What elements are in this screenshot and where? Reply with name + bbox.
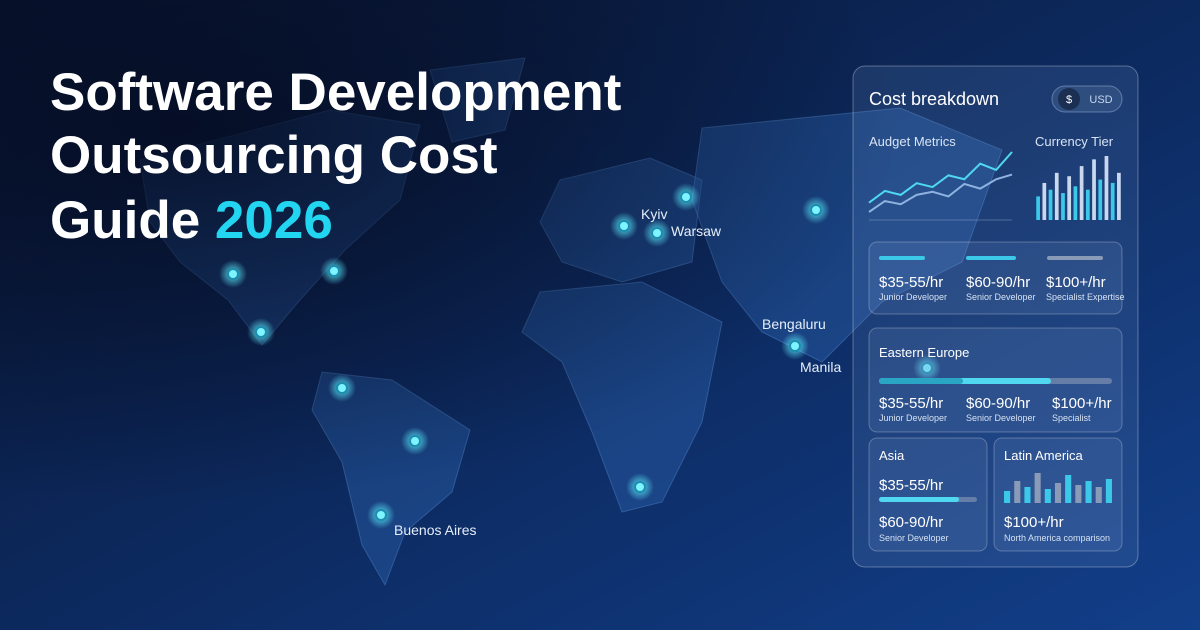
city-label: Warsaw [671,223,722,239]
bar [1042,182,1047,220]
role: Senior Developer [966,292,1036,302]
accent-bar [1047,256,1103,260]
region-title: Latin America [1004,448,1084,463]
dot [651,227,663,239]
bar [1095,487,1102,503]
dot [328,265,340,277]
role: Junior Developer [879,292,947,302]
bar [1085,189,1090,220]
bar [1014,481,1021,503]
bar [1024,487,1031,503]
city-label: Buenos Aires [394,522,477,538]
bar [1075,485,1082,503]
dot [921,362,933,374]
location-dots [219,183,941,529]
role: Specialist Expertise [1046,292,1125,302]
rate: $60-90/hr [966,395,1030,412]
metric-line [868,173,1013,213]
rate: $35-55/hr [879,477,943,494]
city-label: Bengaluru [762,316,826,332]
bar [1073,186,1078,220]
accent-bar [966,256,1016,260]
toggle-knob [1058,88,1080,110]
rate: $35-55/hr [879,274,943,291]
role: Senior Developer [879,533,949,543]
city-label: Kyiv [641,206,667,222]
dot [409,435,421,447]
progress-fill [879,378,963,384]
dot [375,509,387,521]
rate: $35-55/hr [879,395,943,412]
bar [1092,159,1096,220]
bar [1054,172,1059,220]
accent-bar [879,256,925,260]
bar [1079,166,1084,220]
title-line: Software Development [50,63,621,122]
rate: $100+/hr [1046,274,1106,291]
dot [680,191,692,203]
dot [810,204,822,216]
dot [255,326,267,338]
bar [1065,475,1072,503]
bar [1034,473,1041,503]
city-label: Manila [800,359,841,375]
rate: $60-90/hr [966,274,1030,291]
chart-label: Audget Metrics [869,134,956,149]
dot [618,220,630,232]
title-line: Outsourcing Cost [50,126,498,185]
progress-fill [879,497,959,502]
region-card [868,437,988,552]
title-line: Guide 2026 [50,191,333,250]
bar [1110,182,1115,220]
toggle-option[interactable]: $ [1066,94,1072,106]
bar [1098,179,1103,220]
role: Senior Developer [966,413,1036,423]
metric-line [868,151,1013,204]
bar [1117,172,1121,220]
toggle-option[interactable]: USD [1089,94,1112,106]
panel-title: Cost breakdown [869,89,999,109]
bar [1048,189,1053,220]
bar [1054,483,1062,503]
bar [1061,193,1065,220]
title-word: Guide [50,191,200,250]
dot [227,268,239,280]
cost-panel: Cost breakdown $ USD Audget Metrics Curr… [852,65,1139,568]
rate: $60-90/hr [879,514,943,531]
note: North America comparison [1004,533,1110,543]
bar [1036,196,1040,220]
rate: $100+/hr [1052,395,1112,412]
bar [1104,156,1109,220]
bar [1085,481,1092,503]
bar [1105,479,1112,503]
bar [1004,491,1011,503]
title-highlight: 2026 [215,191,333,250]
dot [336,382,348,394]
bar [1067,176,1072,220]
region-title: Asia [879,448,905,463]
role: Junior Developer [879,413,947,423]
dot [789,340,801,352]
bar [1044,489,1051,503]
rate: $100+/hr [1004,514,1064,531]
dot [634,481,646,493]
role: Specialist [1052,413,1091,423]
chart-label: Currency Tier [1035,134,1114,149]
region-title: Eastern Europe [879,345,969,360]
